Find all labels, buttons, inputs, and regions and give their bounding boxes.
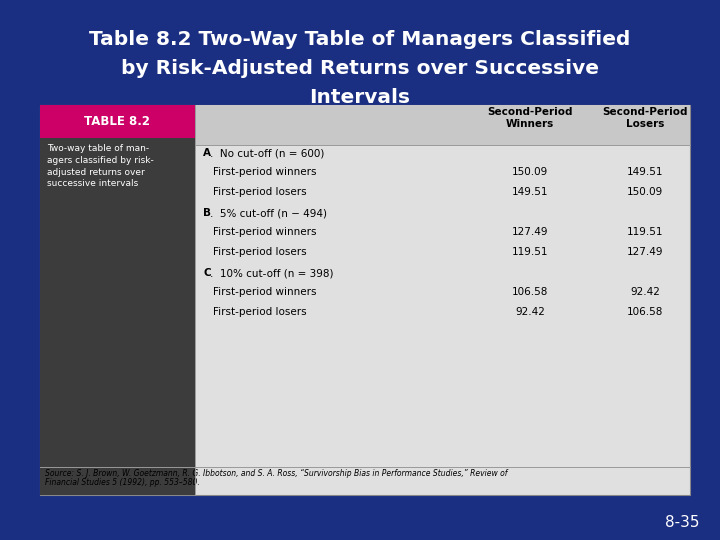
Text: Two-way table of man-
agers classified by risk-
adjusted returns over
successive: Two-way table of man- agers classified b…: [47, 144, 154, 188]
Text: First-period losers: First-period losers: [213, 307, 307, 317]
Text: TABLE 8.2: TABLE 8.2: [84, 115, 150, 128]
Text: 92.42: 92.42: [515, 307, 545, 317]
Text: First-period losers: First-period losers: [213, 187, 307, 197]
FancyBboxPatch shape: [40, 105, 195, 138]
Text: .  10% cut-off (n = 398): . 10% cut-off (n = 398): [210, 268, 333, 278]
Text: .  No cut-off (n = 600): . No cut-off (n = 600): [210, 148, 325, 158]
Text: 149.51: 149.51: [626, 167, 663, 177]
Text: .  5% cut-off (n − 494): . 5% cut-off (n − 494): [210, 208, 327, 218]
Text: Intervals: Intervals: [310, 88, 410, 107]
Text: 127.49: 127.49: [512, 227, 548, 237]
Text: 119.51: 119.51: [626, 227, 663, 237]
Text: 119.51: 119.51: [512, 247, 548, 257]
Text: Financial Studies 5 (1992), pp. 553–580.: Financial Studies 5 (1992), pp. 553–580.: [45, 478, 199, 487]
Text: 106.58: 106.58: [512, 287, 548, 297]
FancyBboxPatch shape: [195, 105, 690, 145]
Text: C: C: [203, 268, 211, 278]
Text: First-period winners: First-period winners: [213, 167, 317, 177]
Text: 150.09: 150.09: [627, 187, 663, 197]
Text: First-period winners: First-period winners: [213, 227, 317, 237]
FancyBboxPatch shape: [40, 105, 690, 495]
Text: A: A: [203, 148, 211, 158]
FancyBboxPatch shape: [40, 105, 195, 495]
Text: First-period winners: First-period winners: [213, 287, 317, 297]
Text: 150.09: 150.09: [512, 167, 548, 177]
Text: 8-35: 8-35: [665, 515, 700, 530]
Text: 149.51: 149.51: [512, 187, 548, 197]
Text: 127.49: 127.49: [626, 247, 663, 257]
Text: 106.58: 106.58: [627, 307, 663, 317]
Text: B: B: [203, 208, 211, 218]
Text: by Risk-Adjusted Returns over Successive: by Risk-Adjusted Returns over Successive: [121, 59, 599, 78]
Text: Second-Period
Losers: Second-Period Losers: [602, 107, 688, 129]
Text: First-period losers: First-period losers: [213, 247, 307, 257]
Text: Second-Period
Winners: Second-Period Winners: [487, 107, 572, 129]
Text: Source: S. J. Brown, W. Goetzmann, R. G. Ibbotson, and S. A. Ross, “Survivorship: Source: S. J. Brown, W. Goetzmann, R. G.…: [45, 469, 508, 478]
Text: Table 8.2 Two-Way Table of Managers Classified: Table 8.2 Two-Way Table of Managers Clas…: [89, 30, 631, 49]
Text: 92.42: 92.42: [630, 287, 660, 297]
